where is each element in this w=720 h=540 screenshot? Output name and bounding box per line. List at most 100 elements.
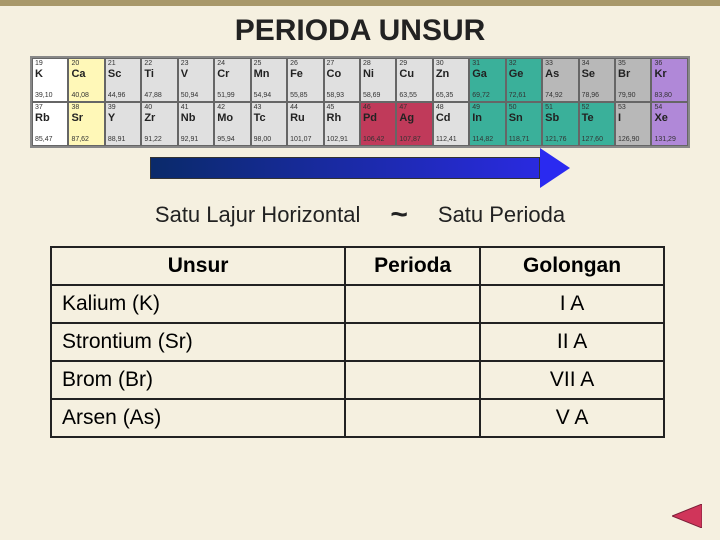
- caption-tilde: ~: [390, 198, 408, 232]
- element-cell: 40Zr91,22: [141, 102, 177, 146]
- element-cell: 50Sn118,71: [506, 102, 542, 146]
- element-symbol: Br: [618, 68, 648, 80]
- element-cell: 35Br79,90: [615, 58, 651, 102]
- atomic-number: 50: [509, 104, 539, 112]
- element-cell: 27Co 58,93: [324, 58, 360, 102]
- element-cell: 20Ca 40,08: [68, 58, 104, 102]
- atomic-number: 52: [582, 104, 612, 112]
- element-symbol: K: [35, 68, 65, 80]
- atomic-number: 25: [254, 60, 284, 68]
- atomic-number: 27: [327, 60, 357, 68]
- element-symbol: As: [545, 68, 575, 80]
- atomic-number: 48: [436, 104, 466, 112]
- element-cell: 54Xe131,29: [651, 102, 687, 146]
- table-row: Kalium (K)I A: [51, 285, 664, 323]
- atomic-mass: 78,96: [582, 92, 612, 100]
- col-unsur: Unsur: [51, 247, 345, 285]
- atomic-mass: 121,76: [545, 136, 575, 144]
- atomic-mass: 85,47: [35, 136, 65, 144]
- atomic-mass: 95,94: [217, 136, 247, 144]
- element-symbol: Ga: [472, 68, 502, 80]
- element-symbol: Xe: [654, 112, 684, 124]
- element-cell: 32Ge72,61: [506, 58, 542, 102]
- cell-perioda: [345, 399, 480, 437]
- atomic-mass: 101,07: [290, 136, 320, 144]
- atomic-number: 19: [35, 60, 65, 68]
- atomic-mass: 55,85: [290, 92, 320, 100]
- element-cell: 47Ag107,87: [396, 102, 432, 146]
- atomic-number: 46: [363, 104, 393, 112]
- element-symbol: In: [472, 112, 502, 124]
- atomic-mass: 91,22: [144, 136, 174, 144]
- atomic-mass: 102,91: [327, 136, 357, 144]
- element-symbol: Cu: [399, 68, 429, 80]
- atomic-number: 33: [545, 60, 575, 68]
- atomic-number: 38: [71, 104, 101, 112]
- element-symbol: Rb: [35, 112, 65, 124]
- atomic-mass: 107,87: [399, 136, 429, 144]
- element-cell: 42Mo95,94: [214, 102, 250, 146]
- atomic-number: 26: [290, 60, 320, 68]
- atomic-number: 44: [290, 104, 320, 112]
- atomic-number: 49: [472, 104, 502, 112]
- element-symbol: Zn: [436, 68, 466, 80]
- atomic-mass: 58,93: [327, 92, 357, 100]
- element-cell: 29Cu 63,55: [396, 58, 432, 102]
- atomic-mass: 63,55: [399, 92, 429, 100]
- atomic-mass: 39,10: [35, 92, 65, 100]
- element-cell: 26Fe 55,85: [287, 58, 323, 102]
- atomic-mass: 131,29: [654, 136, 684, 144]
- atomic-mass: 114,82: [472, 136, 502, 144]
- element-cell: 44Ru 101,07: [287, 102, 323, 146]
- element-symbol: Ni: [363, 68, 393, 80]
- element-symbol: Mn: [254, 68, 284, 80]
- atomic-mass: 47,88: [144, 92, 174, 100]
- atomic-number: 42: [217, 104, 247, 112]
- element-symbol: Ca: [71, 68, 101, 80]
- element-symbol: Rh: [327, 112, 357, 124]
- cell-unsur: Strontium (Sr): [51, 323, 345, 361]
- previous-slide-button[interactable]: [672, 504, 702, 528]
- element-symbol: Se: [582, 68, 612, 80]
- atomic-mass: 50,94: [181, 92, 211, 100]
- element-symbol: Te: [582, 112, 612, 124]
- element-symbol: Ge: [509, 68, 539, 80]
- element-symbol: Cd: [436, 112, 466, 124]
- triangle-left-icon: [672, 504, 702, 528]
- cell-perioda: [345, 323, 480, 361]
- element-cell: 48Cd112,41: [433, 102, 469, 146]
- cell-golongan: V A: [480, 399, 664, 437]
- atomic-number: 20: [71, 60, 101, 68]
- table-row: Arsen (As)V A: [51, 399, 664, 437]
- element-symbol: I: [618, 112, 648, 124]
- element-cell: 21Sc44,96: [105, 58, 141, 102]
- element-symbol: Cr: [217, 68, 247, 80]
- element-cell: 52Te127,60: [579, 102, 615, 146]
- element-symbol: Ru: [290, 112, 320, 124]
- atomic-mass: 92,91: [181, 136, 211, 144]
- cell-unsur: Brom (Br): [51, 361, 345, 399]
- element-symbol: Fe: [290, 68, 320, 80]
- element-symbol: Sc: [108, 68, 138, 80]
- atomic-mass: 44,96: [108, 92, 138, 100]
- atomic-number: 30: [436, 60, 466, 68]
- atomic-number: 39: [108, 104, 138, 112]
- atomic-mass: 58,69: [363, 92, 393, 100]
- atomic-number: 29: [399, 60, 429, 68]
- atomic-mass: 65,35: [436, 92, 466, 100]
- atomic-mass: 87,62: [71, 136, 101, 144]
- atomic-number: 34: [582, 60, 612, 68]
- atomic-mass: 69,72: [472, 92, 502, 100]
- atomic-number: 35: [618, 60, 648, 68]
- element-cell: 19K 39,10: [32, 58, 68, 102]
- atomic-mass: 126,90: [618, 136, 648, 144]
- atomic-mass: 118,71: [509, 136, 539, 144]
- table-row: Strontium (Sr)II A: [51, 323, 664, 361]
- element-symbol: Co: [327, 68, 357, 80]
- element-cell: 45Rh102,91: [324, 102, 360, 146]
- element-cell: 22Ti47,88: [141, 58, 177, 102]
- cell-perioda: [345, 285, 480, 323]
- element-cell: 24Cr51,99: [214, 58, 250, 102]
- atomic-mass: 40,08: [71, 92, 101, 100]
- arrow-head-icon: [540, 148, 570, 188]
